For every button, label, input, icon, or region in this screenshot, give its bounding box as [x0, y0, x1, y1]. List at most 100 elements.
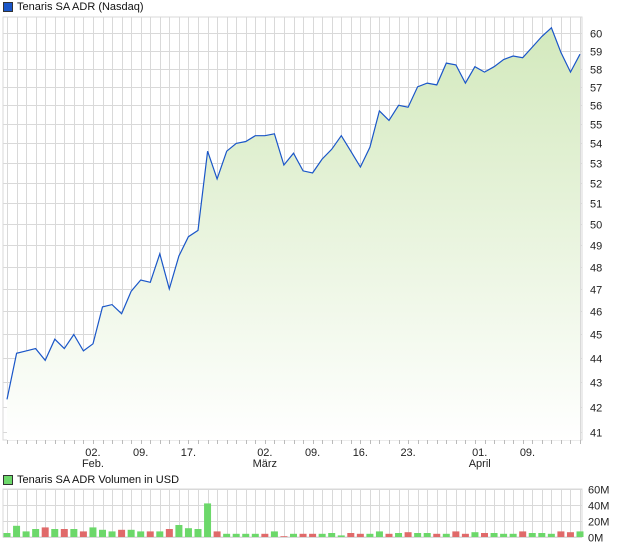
- volume-tick-label: 0M: [588, 533, 603, 545]
- volume-bar: [576, 531, 584, 537]
- x-month-label: Feb.: [82, 458, 104, 470]
- y-tick-label: 43: [590, 378, 602, 390]
- price-legend-swatch: [3, 2, 13, 12]
- volume-bar: [557, 531, 565, 537]
- x-tick-label: 02.: [85, 447, 100, 459]
- volume-bar: [251, 533, 259, 537]
- volume-legend: Tenaris SA ADR Volumen in USD: [3, 474, 179, 486]
- volume-bar: [375, 531, 383, 537]
- y-tick-label: 55: [590, 120, 602, 132]
- volume-bar: [232, 533, 240, 537]
- volume-bar: [452, 531, 460, 537]
- x-tick-label: 16.: [353, 447, 368, 459]
- volume-bar: [13, 525, 21, 537]
- y-tick-label: 41: [590, 428, 602, 440]
- y-tick-label: 51: [590, 199, 602, 211]
- y-tick-label: 47: [590, 285, 602, 297]
- volume-bar: [481, 533, 488, 537]
- volume-bar: [223, 533, 231, 537]
- x-tick-label: 09.: [133, 447, 148, 459]
- y-tick-label: 58: [590, 65, 602, 77]
- volume-bar: [60, 529, 68, 537]
- volume-bar: [108, 531, 116, 537]
- volume-bar: [204, 503, 212, 537]
- volume-bar: [280, 536, 288, 537]
- volume-bar: [538, 533, 546, 537]
- y-tick-label: 44: [590, 354, 602, 366]
- volume-bar: [99, 529, 106, 537]
- y-tick-label: 59: [590, 47, 602, 59]
- volume-bar: [118, 529, 126, 537]
- volume-bar: [22, 531, 30, 537]
- x-month-label: März: [253, 458, 277, 470]
- volume-bar: [309, 533, 317, 537]
- volume-bar: [146, 531, 154, 537]
- volume-bar: [500, 533, 508, 537]
- y-tick-label: 50: [590, 220, 602, 232]
- price-area-fill: [7, 27, 580, 441]
- volume-bar: [41, 527, 49, 537]
- volume-bar: [137, 531, 145, 537]
- y-tick-label: 56: [590, 101, 602, 113]
- volume-bar: [337, 535, 345, 537]
- volume-bar: [385, 533, 393, 537]
- volume-bar: [165, 529, 173, 537]
- volume-bar: [213, 531, 221, 537]
- volume-tick-label: 40M: [588, 501, 609, 513]
- volume-bar: [242, 533, 250, 537]
- y-tick-label: 53: [590, 159, 602, 171]
- y-tick-label: 60: [590, 29, 602, 41]
- volume-bar: [509, 533, 517, 537]
- volume-bar: [461, 533, 469, 537]
- volume-bar: [175, 525, 183, 537]
- volume-legend-swatch: [3, 475, 13, 485]
- volume-bar: [356, 533, 364, 537]
- volume-bar: [3, 533, 11, 537]
- volume-bar: [423, 533, 431, 537]
- volume-tick-label: 60M: [588, 485, 609, 497]
- volume-bar: [290, 533, 297, 537]
- volume-bar: [347, 533, 355, 537]
- volume-bar: [89, 527, 97, 537]
- y-tick-label: 52: [590, 179, 602, 191]
- volume-bar: [194, 529, 202, 537]
- x-tick-label: 01.: [472, 447, 487, 459]
- price-legend: Tenaris SA ADR (Nasdaq): [3, 1, 144, 13]
- volume-bar: [70, 529, 78, 537]
- volume-bar: [528, 533, 536, 537]
- volume-bar: [32, 529, 40, 537]
- y-tick-label: 42: [590, 403, 602, 415]
- y-tick-label: 57: [590, 83, 602, 95]
- volume-bar: [328, 533, 336, 537]
- volume-bar: [395, 533, 403, 537]
- price-legend-label: Tenaris SA ADR (Nasdaq): [17, 1, 144, 13]
- volume-tick-label: 20M: [588, 517, 609, 529]
- price-line: [6, 26, 581, 400]
- x-tick-label: 23.: [400, 447, 415, 459]
- volume-bar: [299, 533, 307, 537]
- volume-bar: [261, 533, 269, 537]
- x-tick-label: 09.: [305, 447, 320, 459]
- volume-legend-label: Tenaris SA ADR Volumen in USD: [17, 474, 180, 486]
- x-tick-label: 09.: [520, 447, 535, 459]
- y-tick-label: 54: [590, 139, 602, 151]
- volume-bar: [156, 531, 164, 537]
- volume-bar: [404, 532, 412, 537]
- volume-bar: [51, 529, 59, 537]
- volume-bar: [471, 532, 479, 537]
- volume-bar: [318, 533, 326, 537]
- volume-bar: [184, 528, 192, 537]
- volume-bar: [433, 533, 441, 537]
- volume-bar: [127, 529, 135, 537]
- x-tick-label: 02.: [257, 447, 272, 459]
- volume-bar: [79, 531, 87, 537]
- y-tick-label: 46: [590, 307, 602, 319]
- x-month-label: April: [469, 458, 491, 470]
- volume-bar: [547, 533, 555, 537]
- volume-bar: [366, 533, 374, 537]
- volume-bar: [414, 533, 422, 537]
- volume-bar: [442, 533, 450, 537]
- volume-bar: [566, 532, 574, 537]
- volume-bar: [490, 533, 498, 537]
